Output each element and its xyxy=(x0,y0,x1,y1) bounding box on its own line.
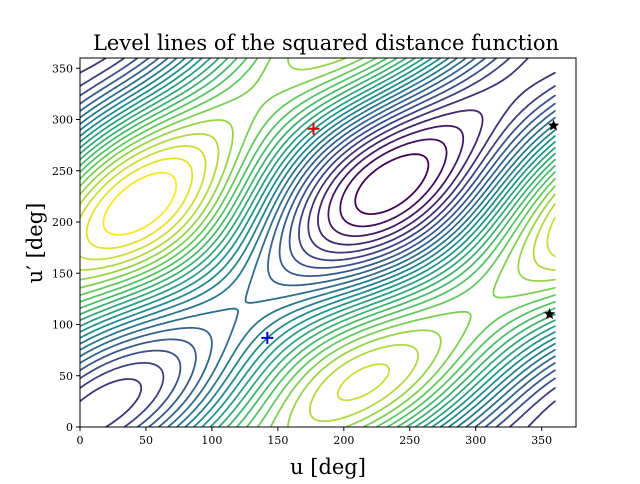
y-tick-label: 350 xyxy=(52,62,73,75)
y-axis-ticks: 0 50 100 150 200 250 300 350 xyxy=(52,62,80,434)
x-tick-label: 250 xyxy=(399,434,420,447)
contour-level-line xyxy=(80,58,556,427)
contour-level-line xyxy=(80,133,556,423)
plot-frame xyxy=(79,57,577,428)
contour-level-line xyxy=(327,124,465,237)
y-tick-label: 300 xyxy=(52,114,73,127)
x-tick-label: 50 xyxy=(139,434,153,447)
contour-level-line xyxy=(80,58,556,427)
contour-level-line xyxy=(102,171,178,236)
x-tick-label: 150 xyxy=(267,434,288,447)
y-tick-label: 50 xyxy=(59,370,73,383)
x-axis-label: u [deg] xyxy=(290,455,366,479)
markers xyxy=(261,119,560,344)
saddle-1-star-marker xyxy=(547,119,560,131)
chart-title: Level lines of the squared distance func… xyxy=(93,31,559,55)
contour-level-line xyxy=(339,138,448,228)
y-tick-label: 250 xyxy=(52,165,73,178)
min-plus-marker xyxy=(261,331,274,344)
contour-level-line xyxy=(80,58,556,427)
contour-level-line xyxy=(80,58,556,427)
y-tick-label: 150 xyxy=(52,267,73,280)
x-tick-label: 0 xyxy=(77,434,84,447)
contour-level-line xyxy=(80,58,556,427)
x-tick-label: 300 xyxy=(465,434,486,447)
x-tick-label: 200 xyxy=(333,434,354,447)
max-plus-marker xyxy=(307,122,320,135)
contour-level-line xyxy=(80,58,556,427)
contour-level-line xyxy=(85,157,194,250)
y-axis-label: u′ [deg] xyxy=(23,203,47,284)
y-tick-label: 100 xyxy=(52,319,73,332)
x-tick-label: 100 xyxy=(201,434,222,447)
y-tick-label: 0 xyxy=(66,421,73,434)
contour-level-line xyxy=(80,58,556,427)
contour-level-line xyxy=(80,58,556,427)
contour-lines xyxy=(80,58,556,427)
saddle-2-star-marker xyxy=(543,308,556,320)
contour-level-line xyxy=(80,58,556,427)
y-tick-label: 200 xyxy=(52,216,73,229)
x-tick-label: 350 xyxy=(531,434,552,447)
x-axis-ticks: 0 50 100 150 200 250 300 350 xyxy=(77,427,552,447)
contour-level-line xyxy=(354,153,430,215)
contour-level-line xyxy=(80,58,556,427)
contour-level-line xyxy=(317,109,484,246)
